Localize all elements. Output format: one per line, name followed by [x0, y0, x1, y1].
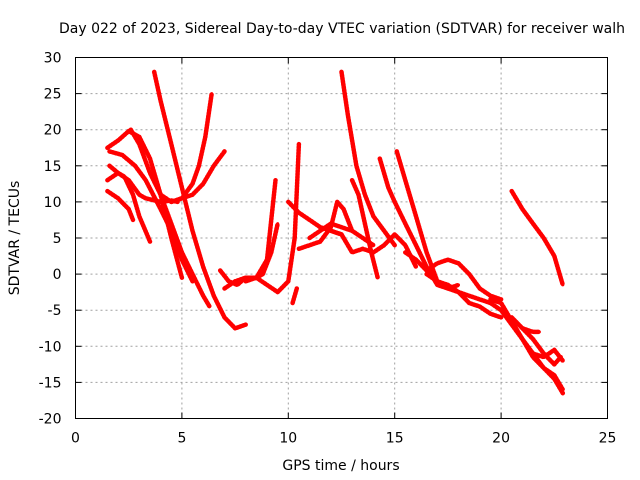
series-markers [509, 188, 566, 288]
y-tick-label: 30 [44, 51, 62, 67]
series-arc-22 [403, 250, 504, 302]
y-axis-label: SDTVAR / TECUs [7, 181, 23, 296]
series-arc-11 [222, 177, 278, 291]
x-tick-label: 25 [599, 431, 617, 447]
series-markers [349, 177, 380, 280]
series-markers [222, 177, 278, 291]
series-markers [169, 149, 227, 205]
series-markers [424, 271, 566, 392]
series-markers [105, 188, 136, 223]
series-arc-24 [488, 297, 566, 396]
series-arc-9 [169, 149, 227, 205]
series-arc-17 [339, 69, 397, 248]
series-arc-19 [349, 177, 380, 280]
data-series [105, 69, 566, 396]
series-markers [394, 149, 504, 320]
y-tick-label: 15 [44, 159, 62, 175]
series-markers [151, 69, 248, 331]
x-tick-label: 20 [492, 431, 510, 447]
series-arc-27 [530, 347, 566, 363]
series-markers [128, 127, 212, 309]
y-tick-label: -20 [39, 412, 62, 428]
series-line [425, 272, 565, 392]
x-axis: 0 5 10 15 20 25 [71, 57, 617, 447]
series-markers [307, 221, 376, 248]
x-tick-label: 0 [71, 431, 80, 447]
series-markers [520, 326, 542, 335]
series-arc-13 [290, 286, 300, 306]
series-arc-28 [509, 188, 566, 288]
series-markers [403, 250, 504, 302]
series-markers [107, 149, 195, 284]
chart-title: Day 022 of 2023, Sidereal Day-to-day VTE… [59, 21, 625, 37]
series-arc-21 [394, 149, 504, 320]
series-markers [243, 141, 302, 295]
series-arc-26 [520, 326, 542, 335]
y-axis: -20 -15 -10 -5 0 5 10 15 20 25 30 [39, 51, 608, 428]
y-tick-label: -5 [48, 303, 62, 319]
series-arc-7 [151, 69, 248, 331]
x-tick-label: 10 [279, 431, 297, 447]
series-arc-23 [424, 271, 566, 392]
x-tick-label: 15 [386, 431, 404, 447]
series-markers [107, 163, 180, 205]
series-arc-25 [509, 315, 563, 367]
series-arc-5 [107, 149, 195, 284]
series-arc-15 [296, 199, 355, 252]
x-tick-label: 5 [177, 431, 186, 447]
y-tick-label: -10 [39, 339, 62, 355]
y-tick-label: 0 [53, 267, 62, 283]
series-arc-3 [107, 163, 180, 205]
series-markers [290, 286, 300, 306]
y-tick-label: 10 [44, 195, 62, 211]
y-tick-label: 5 [53, 231, 62, 247]
series-arc-12 [243, 141, 302, 295]
series-markers [296, 199, 355, 252]
series-arc-16 [307, 221, 376, 248]
series-arc-6 [128, 127, 212, 309]
series-markers [488, 297, 566, 396]
series-markers [509, 315, 563, 367]
series-arc-1 [105, 188, 136, 223]
y-tick-label: 20 [44, 123, 62, 139]
x-axis-label: GPS time / hours [282, 458, 399, 474]
y-tick-label: 25 [44, 87, 62, 103]
series-markers [339, 69, 397, 248]
series-markers [530, 347, 566, 363]
y-tick-label: -15 [39, 375, 62, 391]
